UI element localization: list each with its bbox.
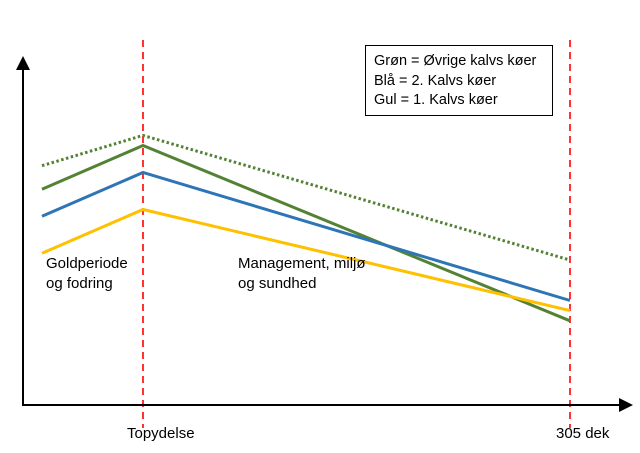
region-label-management: Management, miljø og sundhed <box>238 255 366 292</box>
axes <box>16 56 633 412</box>
series-line-blue <box>41 170 571 302</box>
legend-entry-yellow: Gul = 1. Kalvs køer <box>374 92 498 108</box>
x-tick-305-days: 305 dek <box>556 425 610 442</box>
x-tick-peak-yield: Topydelse <box>127 425 195 442</box>
legend: Grøn = Øvrige kalvs køer Blå = 2. Kalvs … <box>365 45 553 116</box>
legend-entry-green: Grøn = Øvrige kalvs køer <box>374 53 537 69</box>
lactation-lines <box>41 133 571 323</box>
legend-entry-blue: Blå = 2. Kalvs køer <box>374 72 497 89</box>
series-line-green-dotted <box>41 133 571 262</box>
series-line-yellow <box>41 207 571 313</box>
series-line-green <box>41 143 571 323</box>
period-markers <box>142 40 571 428</box>
y-axis-arrow-icon <box>16 56 30 70</box>
region-label-dry-period: Goldperiode og fodring <box>46 255 128 292</box>
x-axis-arrow-icon <box>619 398 633 412</box>
